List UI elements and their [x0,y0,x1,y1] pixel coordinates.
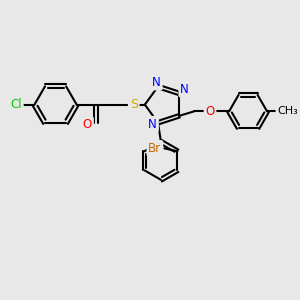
Text: N: N [148,118,157,131]
Text: S: S [130,98,138,111]
Text: O: O [83,118,92,131]
Text: N: N [180,82,189,95]
Text: CH₃: CH₃ [277,106,298,116]
Text: Cl: Cl [10,98,22,111]
Text: O: O [206,105,214,118]
Text: Br: Br [148,142,161,155]
Text: N: N [152,76,161,88]
